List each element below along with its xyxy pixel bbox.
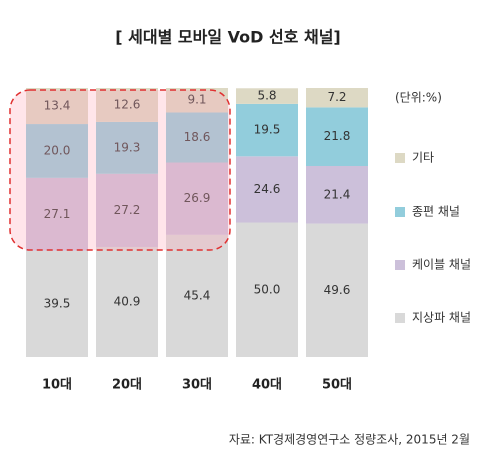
- bar-segment: [306, 107, 368, 167]
- legend-swatch: [395, 207, 405, 217]
- value-label: 12.6: [114, 97, 141, 111]
- bar-segment: [236, 103, 298, 157]
- bar-segment: [26, 88, 88, 125]
- x-tick-label: 50대: [322, 378, 352, 393]
- bar-segment: [96, 88, 158, 122]
- legend-label: 기타: [412, 151, 434, 165]
- value-label: 7.2: [327, 90, 346, 104]
- value-label: 21.8: [324, 129, 351, 143]
- bar-segment: [166, 88, 228, 113]
- value-label: 19.3: [114, 140, 141, 154]
- bar-segment: [166, 234, 228, 357]
- legend-label: 지상파 채널: [412, 311, 471, 325]
- value-label: 27.2: [114, 203, 141, 217]
- highlight-box: [9, 89, 231, 251]
- x-tick-label: 20대: [112, 378, 142, 393]
- value-label: 9.1: [187, 93, 206, 107]
- bar-segment: [166, 112, 228, 163]
- bar-segment: [26, 177, 88, 251]
- bar-segment: [236, 222, 298, 357]
- value-label: 19.5: [254, 123, 281, 137]
- bar-segment: [306, 88, 368, 108]
- value-label: 13.4: [44, 99, 71, 113]
- value-label: 45.4: [184, 288, 211, 302]
- bar-segment: [306, 166, 368, 224]
- bar-segment: [96, 173, 158, 247]
- value-label: 39.5: [44, 296, 71, 310]
- bar-segment: [306, 223, 368, 357]
- value-label: 24.6: [254, 182, 281, 196]
- legend-swatch: [395, 260, 405, 270]
- chart-title: [ 세대별 모바일 VoD 선호 채널]: [115, 28, 340, 47]
- value-label: 5.8: [257, 89, 276, 103]
- bar-segment: [96, 246, 158, 357]
- bar-segment: [236, 156, 298, 223]
- value-label: 40.9: [114, 294, 141, 308]
- value-label: 49.6: [324, 283, 351, 297]
- x-tick-label: 40대: [252, 378, 282, 393]
- value-label: 20.0: [44, 143, 71, 157]
- source: 자료: KT경제경영연구소 정량조사, 2015년 2월: [229, 433, 470, 447]
- value-label: 50.0: [254, 282, 281, 296]
- legend-label: 케이블 채널: [412, 258, 471, 272]
- x-tick-label: 30대: [182, 378, 212, 393]
- value-label: 21.4: [324, 187, 351, 201]
- value-label: 18.6: [184, 130, 211, 144]
- value-label: 26.9: [184, 191, 211, 205]
- legend-swatch: [395, 153, 405, 163]
- legend-swatch: [395, 313, 405, 323]
- bar-segment: [96, 121, 158, 174]
- bar-segment: [236, 88, 298, 104]
- bar-segment: [26, 124, 88, 178]
- legend-label: 종편 채널: [412, 205, 460, 219]
- x-tick-label: 10대: [42, 378, 72, 393]
- value-label: 27.1: [44, 207, 71, 221]
- bar-segment: [26, 250, 88, 357]
- bar-segment: [166, 162, 228, 235]
- unit-label: (단위:%): [395, 91, 442, 105]
